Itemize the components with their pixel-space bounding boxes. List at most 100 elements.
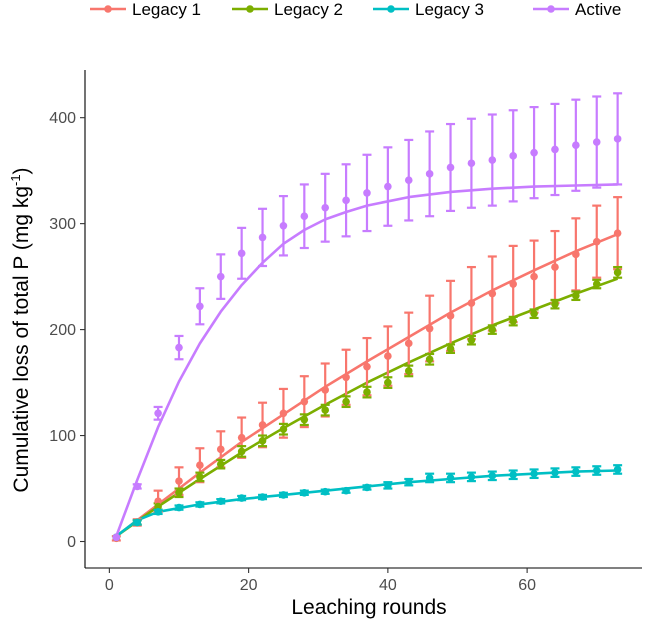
y-axis-title-superscript: -1: [8, 174, 23, 186]
point-legacy-2: [258, 437, 267, 445]
point-legacy-3: [133, 518, 142, 527]
point-legacy-3: [509, 470, 517, 479]
point-legacy-2: [613, 268, 622, 277]
point-legacy-2: [488, 325, 497, 334]
point-legacy-1: [467, 299, 476, 307]
point-legacy-3: [196, 500, 204, 509]
point-active: [363, 189, 371, 197]
point-legacy-3: [592, 466, 601, 475]
point-legacy-1: [613, 229, 622, 237]
fit-line-legacy-2: [115, 277, 619, 538]
point-legacy-2: [300, 415, 309, 424]
point-legacy-2: [551, 300, 559, 308]
point-active: [425, 170, 434, 178]
point-legacy-1: [488, 289, 497, 298]
legend-item-legacy-3: Legacy 3: [373, 0, 484, 19]
point-legacy-1: [258, 421, 267, 429]
point-legacy-2: [530, 309, 538, 318]
point-active: [551, 145, 559, 154]
point-active: [196, 302, 204, 311]
point-legacy-3: [216, 497, 225, 506]
data-points: [112, 135, 622, 543]
legend-key-point: [246, 5, 254, 13]
x-axis-title: Leaching rounds: [291, 596, 446, 619]
point-legacy-1: [363, 362, 371, 371]
point-active: [154, 409, 162, 418]
point-legacy-1: [175, 477, 183, 485]
legend-key-point: [547, 5, 555, 13]
point-active: [488, 156, 497, 164]
x-tick-label: 0: [105, 577, 114, 594]
point-legacy-1: [216, 445, 225, 454]
point-legacy-3: [342, 486, 350, 495]
point-legacy-2: [279, 425, 288, 433]
point-active: [237, 249, 246, 258]
point-legacy-1: [237, 433, 246, 442]
point-legacy-3: [530, 469, 538, 478]
point-active: [530, 148, 538, 157]
point-legacy-2: [342, 397, 350, 406]
point-legacy-3: [425, 474, 434, 482]
x-tick-label: 60: [518, 577, 536, 594]
axis-titles: Leaching rounds Cumulative loss of total…: [8, 167, 447, 619]
point-legacy-1: [592, 237, 601, 246]
point-legacy-3: [279, 491, 288, 499]
point-legacy-3: [321, 487, 330, 496]
legend-key-point: [104, 5, 112, 13]
point-legacy-1: [446, 312, 455, 320]
point-legacy-3: [467, 473, 476, 481]
point-active: [509, 152, 517, 160]
point-legacy-1: [551, 263, 559, 271]
y-tick-label: 0: [67, 534, 76, 551]
point-legacy-1: [279, 409, 288, 418]
point-active: [175, 343, 183, 352]
y-axis-title-end: ): [10, 167, 33, 174]
point-legacy-1: [509, 280, 517, 288]
point-legacy-2: [509, 317, 517, 325]
point-legacy-3: [613, 465, 622, 474]
y-tick-label: 400: [49, 110, 76, 127]
point-legacy-3: [237, 494, 246, 502]
point-legacy-2: [321, 406, 330, 414]
point-legacy-1: [342, 373, 350, 382]
x-tick-label: 40: [379, 577, 397, 594]
point-active: [404, 176, 413, 184]
y-axis-title-main: Cumulative loss of total P (mg kg: [10, 186, 33, 493]
legend-key-point: [387, 5, 395, 13]
legend-label: Active: [575, 0, 621, 19]
point-legacy-1: [572, 250, 580, 259]
point-active: [279, 221, 288, 230]
legend: Legacy 1 Legacy 2 Legacy 3 Active: [90, 0, 621, 19]
point-legacy-3: [175, 503, 183, 512]
point-legacy-2: [425, 355, 434, 364]
point-legacy-3: [154, 508, 162, 516]
point-legacy-3: [258, 493, 267, 501]
point-legacy-2: [175, 488, 183, 497]
y-tick-label: 200: [49, 322, 76, 339]
point-active: [384, 182, 392, 191]
point-active: [572, 141, 580, 150]
point-legacy-1: [425, 324, 434, 333]
point-legacy-1: [530, 272, 538, 281]
point-legacy-3: [572, 467, 580, 476]
x-tick-label: 20: [240, 577, 258, 594]
point-legacy-1: [384, 352, 392, 360]
point-legacy-2: [216, 460, 225, 468]
point-active: [467, 159, 476, 168]
point-active: [613, 135, 622, 143]
point-legacy-2: [154, 502, 162, 511]
point-legacy-3: [446, 474, 455, 482]
legend-item-legacy-2: Legacy 2: [232, 0, 343, 19]
point-legacy-3: [363, 483, 371, 492]
point-legacy-2: [384, 378, 392, 387]
point-legacy-1: [321, 386, 330, 394]
point-legacy-3: [404, 478, 413, 486]
point-legacy-2: [446, 344, 455, 353]
point-legacy-1: [154, 497, 162, 506]
point-active: [342, 196, 350, 205]
y-axis-title: Cumulative loss of total P (mg kg-1): [8, 167, 33, 492]
point-active: [300, 212, 309, 221]
point-legacy-3: [300, 488, 309, 497]
point-legacy-2: [572, 291, 580, 300]
